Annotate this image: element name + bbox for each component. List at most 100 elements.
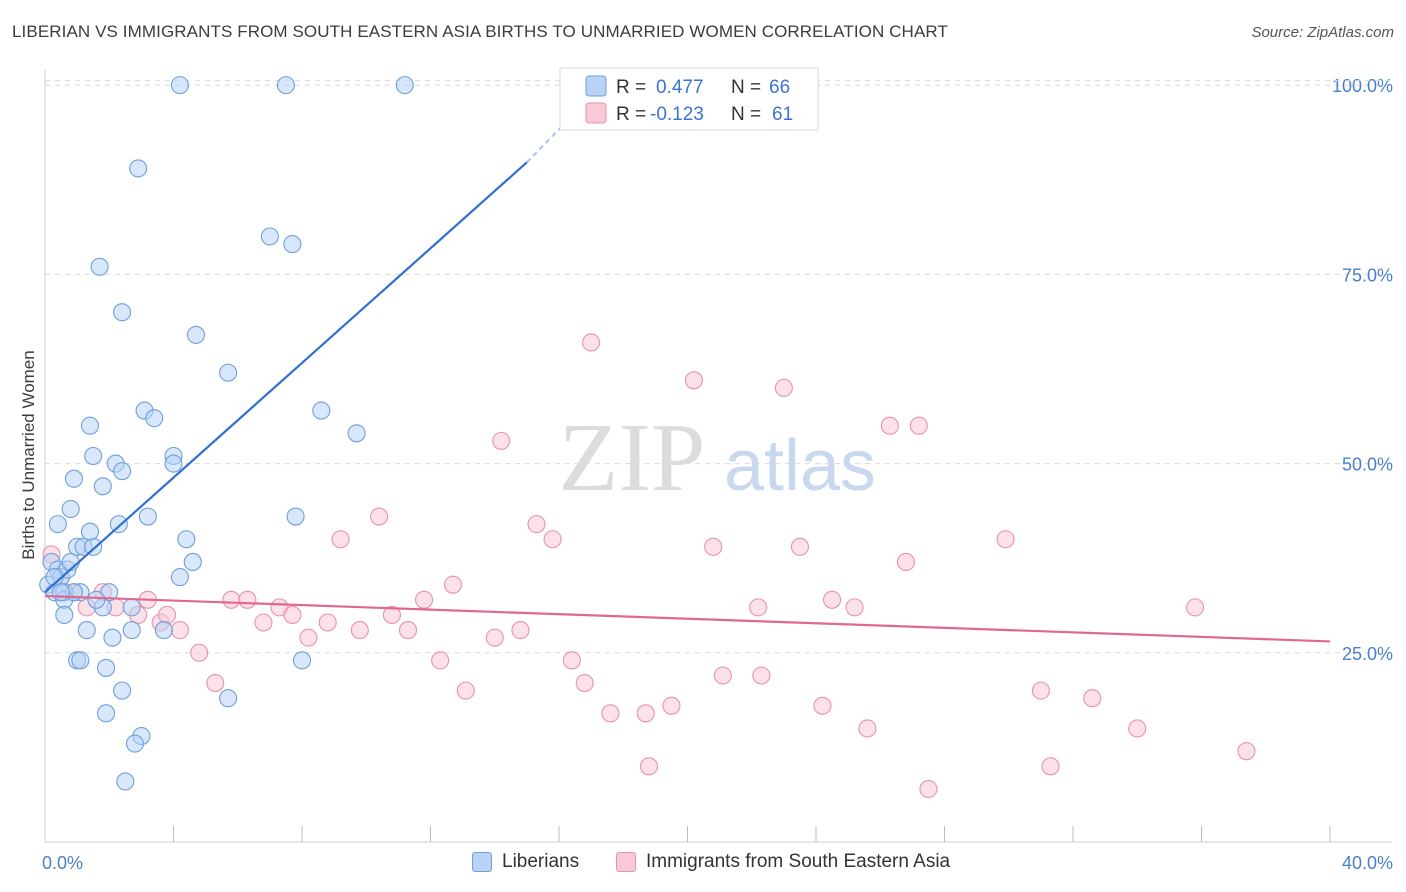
liberian-point-20: [113, 462, 132, 481]
legend-swatch-blue: [585, 75, 607, 97]
legend-r-value-1: 0.477: [656, 77, 704, 98]
chart-title: LIBERIAN VS IMMIGRANTS FROM SOUTH EASTER…: [12, 22, 948, 41]
legend-label-immigrants: Immigrants from South Eastern Asia: [646, 851, 951, 872]
immigrant-point-61: [1186, 598, 1205, 617]
liberian-point-36: [283, 235, 302, 254]
liberian-point-32: [129, 159, 148, 178]
liberian-point-37: [312, 401, 331, 420]
liberian-point-44: [55, 605, 74, 624]
immigrant-point-51: [858, 719, 877, 738]
immigrant-point-48: [813, 696, 832, 715]
x-tick-min: 0.0%: [42, 853, 83, 873]
liberian-point-56: [219, 689, 238, 708]
liberian-point-60: [395, 76, 414, 95]
liberian-point-57: [154, 621, 173, 640]
legend-n-value-1: 66: [769, 77, 790, 98]
immigrant-point-39: [639, 757, 659, 776]
series-legend: Liberians Immigrants from South Eastern …: [0, 851, 1406, 879]
liberian-point-17: [80, 416, 100, 435]
immigrant-point-50: [845, 598, 864, 617]
immigrant-point-27: [443, 575, 463, 594]
immigrant-point-53: [896, 552, 916, 572]
y-tick-label-75: 75.0%: [1342, 265, 1393, 285]
liberian-point-16: [93, 477, 112, 496]
liberian-point-45: [77, 621, 96, 640]
immigrant-point-11: [190, 643, 209, 662]
liberian-point-35: [260, 227, 279, 246]
immigrant-point-20: [331, 530, 350, 549]
liberian-point-51: [113, 681, 132, 700]
axes: [44, 70, 1392, 843]
immigrant-point-35: [575, 674, 594, 693]
liberian-point-38: [347, 424, 366, 443]
watermark-zip: ZIP: [559, 404, 706, 512]
liberian-point-28: [170, 568, 189, 587]
immigrant-point-52: [880, 416, 899, 435]
immigrant-point-47: [790, 537, 809, 556]
legend-item-immigrants[interactable]: Immigrants from South Eastern Asia: [616, 851, 950, 873]
legend-r-value-2: -0.123: [650, 104, 704, 125]
immigrant-point-58: [1041, 757, 1060, 776]
immigrant-point-54: [909, 416, 928, 435]
liberians-swatch-icon: [472, 852, 492, 872]
immigrant-point-36: [582, 333, 601, 352]
liberian-point-55: [116, 772, 135, 791]
immigrants-swatch-icon: [616, 852, 636, 872]
liberian-point-65: [122, 598, 141, 617]
immigrant-point-22: [370, 507, 389, 526]
y-tick-label-50: 50.0%: [1342, 455, 1393, 475]
trend-lines: [44, 95, 1331, 643]
liberian-point-62: [87, 590, 106, 609]
liberian-point-14: [84, 537, 103, 556]
immigrant-point-60: [1128, 719, 1147, 738]
legend-n-label-2: N =: [731, 104, 761, 125]
immigrant-point-40: [662, 696, 681, 715]
legend-label-liberians: Liberians: [502, 851, 580, 872]
immigrant-point-33: [543, 530, 562, 549]
legend-n-value-2: 61: [772, 104, 793, 125]
legend-item-liberians[interactable]: Liberians: [472, 851, 579, 873]
immigrant-point-37: [601, 704, 620, 723]
immigrant-point-26: [431, 651, 450, 670]
immigrant-point-25: [415, 590, 434, 609]
immigrant-point-57: [1031, 681, 1050, 700]
immigrant-point-45: [752, 666, 771, 685]
x-tick-max: 40.0%: [1342, 853, 1393, 873]
source-label: Source: ZipAtlas.com: [1251, 24, 1394, 41]
liberian-point-23: [145, 409, 164, 428]
liberian-point-52: [96, 704, 116, 723]
immigrant-point-42: [704, 537, 723, 556]
immigrant-point-44: [749, 598, 768, 617]
liberian-point-21: [109, 515, 128, 534]
watermark: ZIP atlas: [559, 404, 877, 512]
liberian-point-59: [276, 76, 295, 95]
immigrant-point-18: [299, 628, 318, 647]
grid-lines: 25.0% 50.0% 75.0% 100.0%: [45, 76, 1393, 664]
immigrant-point-62: [1237, 742, 1256, 761]
immigrant-point-23: [382, 605, 402, 624]
immigrant-point-56: [996, 530, 1015, 549]
liberian-point-8: [48, 515, 67, 534]
y-tick-label-25: 25.0%: [1342, 644, 1393, 664]
immigrant-point-43: [713, 666, 732, 685]
liberian-point-34: [219, 363, 238, 382]
liberian-point-40: [292, 651, 312, 670]
liberian-point-27: [177, 530, 196, 549]
y-tick-label-100: 100.0%: [1332, 76, 1393, 96]
immigrant-trend-line: [44, 594, 1331, 643]
liberian-point-39: [286, 507, 305, 526]
immigrant-point-28: [456, 681, 475, 700]
legend-r-label-1: R =: [616, 77, 646, 98]
immigrant-point-12: [206, 674, 225, 693]
immigrant-point-34: [562, 651, 581, 670]
immigrant-point-41: [684, 371, 703, 390]
immigrant-point-15: [254, 613, 273, 632]
legend-swatch-pink: [585, 102, 607, 124]
liberian-point-54: [125, 734, 144, 753]
immigrant-point-10: [170, 621, 189, 640]
liberian-point-58: [170, 76, 189, 95]
liberian-point-15: [80, 522, 100, 541]
correlation-legend: R = 0.477 N = 66 R = -0.123 N = 61: [559, 67, 819, 131]
immigrant-point-14: [238, 590, 257, 609]
immigrant-point-29: [485, 628, 504, 647]
